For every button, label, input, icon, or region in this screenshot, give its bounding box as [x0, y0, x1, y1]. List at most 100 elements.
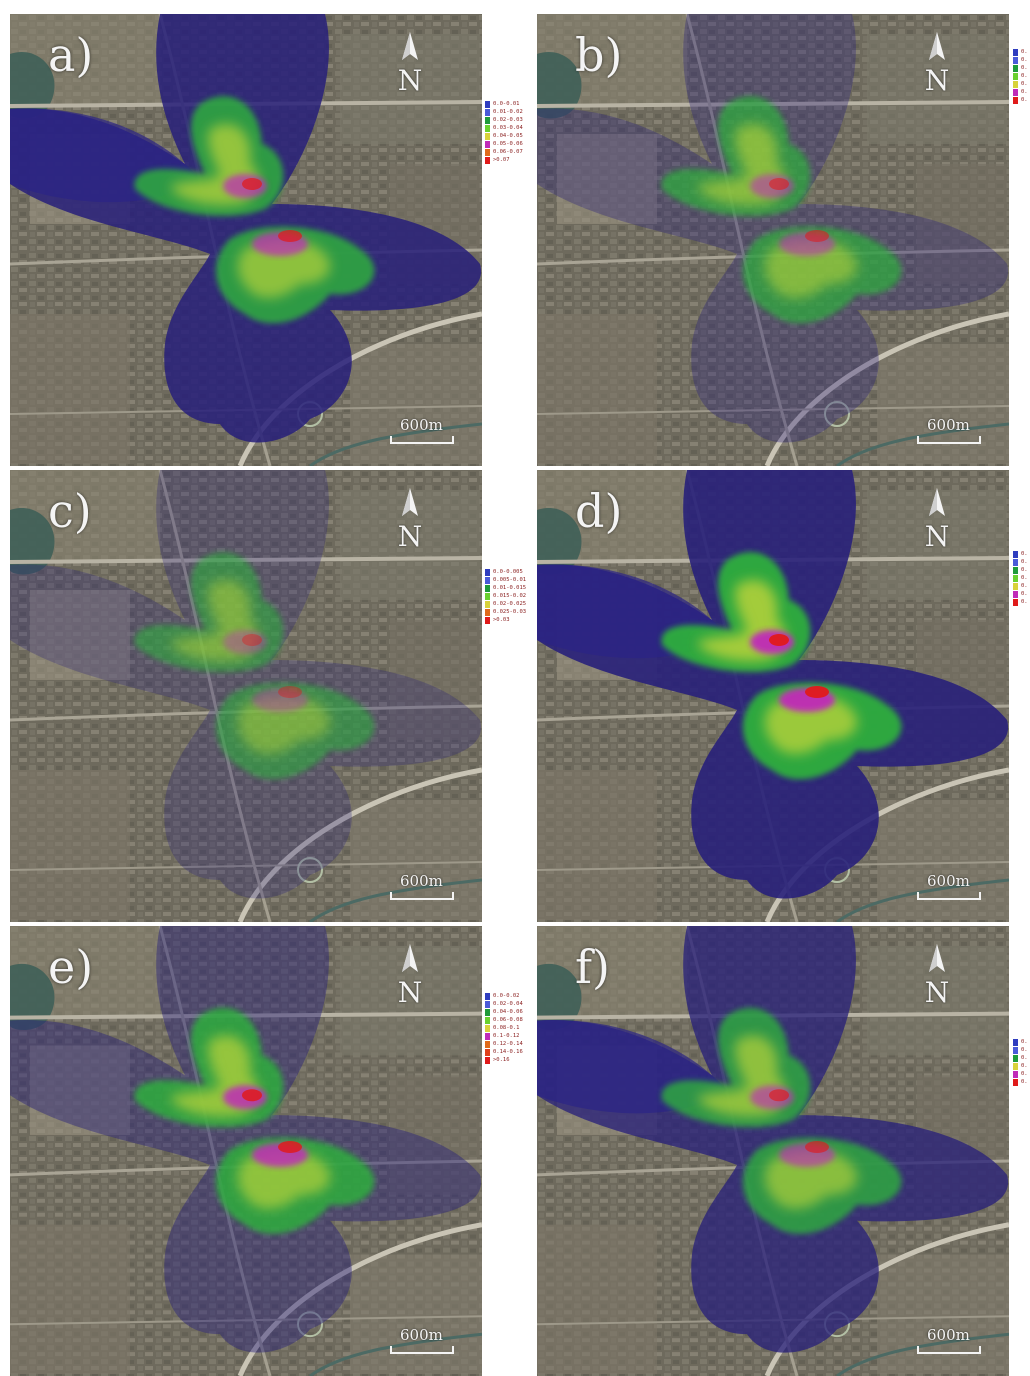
- map-panel-c: c) N 600m: [10, 470, 482, 922]
- panel-label-f: f): [575, 940, 610, 994]
- scale-label: 600m: [400, 1326, 443, 1344]
- legend-label: 0.: [1021, 1063, 1028, 1069]
- legend-swatch: [485, 100, 490, 108]
- legend-swatch: [485, 1016, 490, 1024]
- north-label: N: [924, 976, 950, 1009]
- legend-swatch: [1013, 64, 1018, 72]
- legend-label: 0.: [1021, 49, 1028, 55]
- legend-swatch: [1013, 1062, 1018, 1070]
- legend-swatch: [485, 568, 490, 576]
- scale-bar: 600m: [390, 1326, 456, 1358]
- legend-label: 0.01-0.02: [493, 109, 523, 115]
- north-label: N: [924, 64, 950, 97]
- legend-swatch: [1013, 550, 1018, 558]
- legend-swatch: [1013, 1070, 1018, 1078]
- legend-entry: 0.01-0.02: [485, 108, 523, 116]
- legend-entry: 0.: [1013, 582, 1028, 590]
- legend-swatch: [485, 132, 490, 140]
- scale-line: [390, 1346, 454, 1354]
- legend-swatch: [1013, 88, 1018, 96]
- scale-line: [390, 892, 454, 900]
- legend-swatch: [1013, 1038, 1018, 1046]
- legend-entry: 0.: [1013, 64, 1028, 72]
- legend-entry: 0.1-0.12: [485, 1032, 523, 1040]
- legend-entry: >0.16: [485, 1056, 523, 1064]
- legend-swatch: [485, 992, 490, 1000]
- legend-swatch: [1013, 558, 1018, 566]
- legend-b: 0. 0. 0. 0. 0. 0. 0.: [1013, 48, 1028, 104]
- legend-entry: 0.: [1013, 1078, 1028, 1086]
- legend-label: 0.05-0.06: [493, 141, 523, 147]
- legend-label: 0.02-0.025: [493, 601, 527, 607]
- satellite-map: [10, 926, 482, 1376]
- legend-label: 0.: [1021, 599, 1028, 605]
- legend-label: 0.: [1021, 65, 1028, 71]
- legend-swatch: [485, 600, 490, 608]
- legend-entry: 0.02-0.025: [485, 600, 526, 608]
- map-panel-f: f) N 600m: [537, 926, 1009, 1376]
- legend-label: 0.04-0.05: [493, 133, 523, 139]
- legend-label: 0.06-0.08: [493, 1017, 523, 1023]
- legend-entry: 0.0-0.01: [485, 100, 523, 108]
- legend-entry: 0.01-0.015: [485, 584, 526, 592]
- legend-swatch: [1013, 56, 1018, 64]
- scale-bar: 600m: [917, 416, 983, 448]
- satellite-map: [537, 14, 1009, 466]
- legend-swatch: [485, 124, 490, 132]
- legend-swatch: [485, 1032, 490, 1040]
- legend-swatch: [1013, 566, 1018, 574]
- legend-label: 0.02-0.03: [493, 117, 523, 123]
- legend-swatch: [485, 592, 490, 600]
- legend-entry: 0.025-0.03: [485, 608, 526, 616]
- legend-label: 0.: [1021, 591, 1028, 597]
- legend-swatch: [485, 1040, 490, 1048]
- legend-label: 0.: [1021, 81, 1028, 87]
- scale-label: 600m: [927, 872, 970, 890]
- satellite-map: [537, 926, 1009, 1376]
- legend-entry: 0.: [1013, 56, 1028, 64]
- legend-swatch: [485, 608, 490, 616]
- legend-swatch: [485, 1048, 490, 1056]
- map-panel-a: a) N 600m: [10, 14, 482, 466]
- scale-bar: 600m: [390, 416, 456, 448]
- legend-entry: 0.005-0.01: [485, 576, 526, 584]
- scale-label: 600m: [927, 416, 970, 434]
- legend-label: 0.04-0.06: [493, 1009, 523, 1015]
- scale-bar: 600m: [917, 872, 983, 904]
- legend-label: 0.015-0.02: [493, 593, 527, 599]
- panel-label-e: e): [48, 940, 94, 994]
- north-arrow: N: [394, 944, 426, 1014]
- scale-bar: 600m: [917, 1326, 983, 1358]
- legend-swatch: [1013, 590, 1018, 598]
- legend-swatch: [1013, 574, 1018, 582]
- scale-line: [917, 436, 981, 444]
- legend-d: 0. 0. 0. 0. 0. 0. 0.: [1013, 550, 1028, 606]
- legend-entry: 0.: [1013, 88, 1028, 96]
- legend-label: 0.14-0.16: [493, 1049, 523, 1055]
- legend-swatch: [485, 616, 490, 624]
- legend-label: 0.: [1021, 73, 1028, 79]
- legend-label: 0.0-0.005: [493, 569, 523, 575]
- legend-entry: 0.0-0.005: [485, 568, 526, 576]
- legend-swatch: [1013, 1046, 1018, 1054]
- north-arrow-icon: [929, 32, 945, 60]
- legend-swatch: [485, 584, 490, 592]
- scale-bar: 600m: [390, 872, 456, 904]
- legend-entry: 0.: [1013, 1070, 1028, 1078]
- legend-swatch: [1013, 48, 1018, 56]
- legend-entry: 0.: [1013, 558, 1028, 566]
- scale-line: [917, 892, 981, 900]
- legend-entry: 0.: [1013, 574, 1028, 582]
- legend-entry: 0.06-0.07: [485, 148, 523, 156]
- legend-entry: 0.: [1013, 48, 1028, 56]
- legend-label: 0.06-0.07: [493, 149, 523, 155]
- legend-swatch: [1013, 72, 1018, 80]
- legend-label: 0.01-0.015: [493, 585, 527, 591]
- satellite-map: [10, 14, 482, 466]
- legend-entry: 0.02-0.03: [485, 116, 523, 124]
- legend-label: 0.: [1021, 1039, 1028, 1045]
- north-label: N: [397, 976, 423, 1009]
- panel-label-a: a): [48, 28, 94, 82]
- north-arrow: N: [921, 488, 953, 558]
- legend-entry: 0.08-0.1: [485, 1024, 523, 1032]
